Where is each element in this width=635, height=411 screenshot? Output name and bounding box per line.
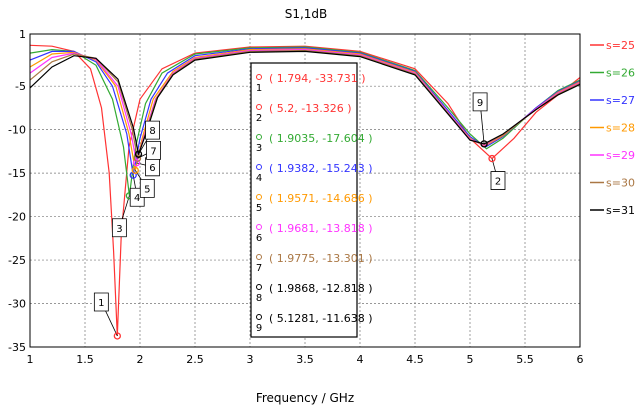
legend-entry: s=26 <box>606 67 635 80</box>
marker-point <box>113 332 121 340</box>
x-tick-label: 4.5 <box>406 353 424 366</box>
x-tick-label: 2.5 <box>186 353 204 366</box>
marker-readout-box: 1 ( 1.794, -33.731 ) 2 ( 5.2, -13.326 ) 3 ( 1… <box>250 62 373 338</box>
marker-flag-number: 8 <box>149 126 155 137</box>
readout-marker-icon <box>256 224 262 230</box>
x-tick-label: 4 <box>357 353 364 366</box>
readout-marker-id: 5 <box>256 203 262 214</box>
x-tick-label: 5 <box>467 353 474 366</box>
readout-marker-icon <box>256 74 262 80</box>
marker-point <box>132 159 141 167</box>
marker-flag <box>145 120 160 140</box>
readout-value: ( 1.794, -33.731 ) <box>269 72 366 85</box>
series-line-s=30 <box>29 49 581 159</box>
series-line-s=31 <box>29 50 581 157</box>
x-tick-label: 1.5 <box>76 353 94 366</box>
marker-point <box>480 140 488 148</box>
readout-marker-id: 9 <box>256 323 262 334</box>
marker-flag <box>472 92 488 112</box>
plot-frame <box>29 33 581 348</box>
readout-marker-icon <box>256 164 262 170</box>
readout-value: ( 5.1281, -11.638 ) <box>269 312 373 325</box>
readout-value: ( 1.9035, -17.604 ) <box>269 132 373 145</box>
readout-marker-id: 7 <box>256 263 262 274</box>
series-line-s=28 <box>29 48 581 171</box>
y-tick-label: -35 <box>8 341 26 354</box>
readout-marker-icon <box>256 284 262 290</box>
tick-labels: 1 1.5 2 2.5 3 3.5 4 4.5 5 5.5 6 1 -5 -10 -15 -20 -25 -30 -… <box>8 28 583 366</box>
marker-flag-number: 4 <box>134 193 140 204</box>
legend: s=25 s=26 s=27 s=28 s=29 s=30 s=31 <box>590 39 635 217</box>
y-tick-label: -30 <box>8 298 26 311</box>
readout-marker-id: 8 <box>256 293 262 304</box>
readout-marker-icon <box>256 254 262 260</box>
series-line-s=26 <box>29 46 581 196</box>
legend-entry: s=31 <box>606 204 635 217</box>
marker-flag <box>146 140 161 160</box>
series-lines <box>29 44 581 337</box>
marker-flag <box>111 218 127 238</box>
marker-point <box>133 154 142 162</box>
marker-point <box>134 150 143 158</box>
marker-flag <box>93 292 109 312</box>
marker-flag-number: 5 <box>144 184 150 195</box>
y-tick-label: -5 <box>15 80 26 93</box>
marker-point <box>131 166 139 175</box>
x-tick-label: 2 <box>137 353 144 366</box>
marker-flag-number: 2 <box>495 177 501 188</box>
marker-flag-number: 3 <box>116 224 122 235</box>
x-tick-label: 3.5 <box>296 353 314 366</box>
marker-flag <box>490 171 506 190</box>
y-tick-label: 1 <box>19 28 26 41</box>
readout-marker-id: 3 <box>256 143 262 154</box>
legend-entry: s=27 <box>606 94 635 107</box>
marker-flag <box>139 178 155 198</box>
readout-marker-icon <box>256 314 262 320</box>
readout-value: ( 1.9571, -14.686 ) <box>269 192 373 205</box>
readout-marker-id: 4 <box>256 173 262 184</box>
readout-value: ( 5.2, -13.326 ) <box>269 102 352 115</box>
y-tick-label: -20 <box>8 211 26 224</box>
marker-flag-number: 7 <box>150 146 156 157</box>
readout-value: ( 1.9868, -12.818 ) <box>269 282 373 295</box>
readout-marker-id: 2 <box>256 113 262 124</box>
readout-value: ( 1.9382, -15.243 ) <box>269 162 373 175</box>
x-tick-label: 5.5 <box>516 353 534 366</box>
x-tick-label: 1 <box>27 353 34 366</box>
readout-marker-icon <box>256 134 262 140</box>
readout-value: ( 1.9681, -13.818 ) <box>269 222 373 235</box>
readout-marker-icon <box>256 104 262 110</box>
x-tick-label: 3 <box>247 353 254 366</box>
marker-point <box>488 154 496 163</box>
x-axis-label: Frequency / GHz <box>256 391 354 405</box>
y-tick-label: -25 <box>8 254 26 267</box>
series-line-s=25 <box>29 44 581 337</box>
chart-title: S1,1dB <box>285 7 328 21</box>
marker-flag-number: 9 <box>477 98 483 109</box>
marker-flag-number: 1 <box>98 298 104 309</box>
readout-marker-id: 1 <box>256 83 262 94</box>
legend-entry: s=25 <box>606 39 635 52</box>
legend-entry: s=30 <box>606 177 635 190</box>
readout-marker-icon <box>256 194 262 200</box>
legend-entry: s=29 <box>606 149 635 162</box>
y-tick-label: -15 <box>8 167 26 180</box>
readout-value: ( 1.9775, -13.301 ) <box>269 252 373 265</box>
legend-entry: s=28 <box>606 122 635 135</box>
x-tick-label: 6 <box>577 353 584 366</box>
readout-frame <box>250 62 358 338</box>
readout-marker-id: 6 <box>256 233 262 244</box>
marker-flag-number: 6 <box>149 163 155 174</box>
series-line-s=27 <box>29 47 581 176</box>
y-tick-label: -10 <box>8 124 26 137</box>
